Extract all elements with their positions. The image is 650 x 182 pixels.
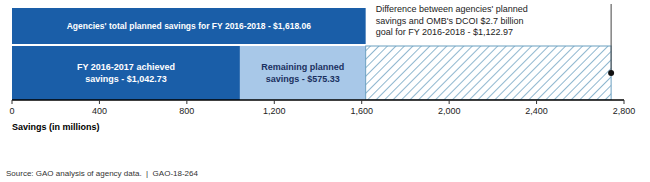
bar-segment [366,46,611,100]
x-tick [274,100,275,104]
plot-area [12,8,611,100]
x-tick [449,100,450,104]
goal-line [611,4,612,73]
x-tick-label: 800 [179,106,194,116]
bar-segment [240,46,366,100]
x-tick [624,100,625,104]
x-tick-label: 400 [92,106,107,116]
source: Source: GAO analysis of agency data. | G… [6,169,199,178]
x-axis-label: Savings (in millions) [12,122,100,132]
annotation: Difference between agencies' plannedsavi… [376,4,528,37]
x-tick-label: 0 [9,106,14,116]
x-tick [186,100,187,104]
x-tick-label: 2,400 [525,106,548,116]
x-tick [361,100,362,104]
goal-dot [608,70,614,76]
title: Agencies' total planned savings for FY 2… [67,21,311,31]
chart: Agencies' total planned savings for FY 2… [0,0,650,182]
x-tick [12,100,13,104]
x-axis [12,99,624,101]
x-tick [99,100,100,104]
total-banner [12,8,366,44]
data-label: FY 2016-2017 achievedsavings - $1,042.73 [77,62,175,84]
data-label: Remaining plannedsavings - $575.33 [261,62,344,84]
x-tick-label: 1,200 [263,106,286,116]
x-tick-label: 2,000 [438,106,461,116]
x-tick-label: 1,600 [350,106,373,116]
x-tick [536,100,537,104]
bar-segment [12,46,240,100]
x-tick-label: 2,800 [613,106,636,116]
